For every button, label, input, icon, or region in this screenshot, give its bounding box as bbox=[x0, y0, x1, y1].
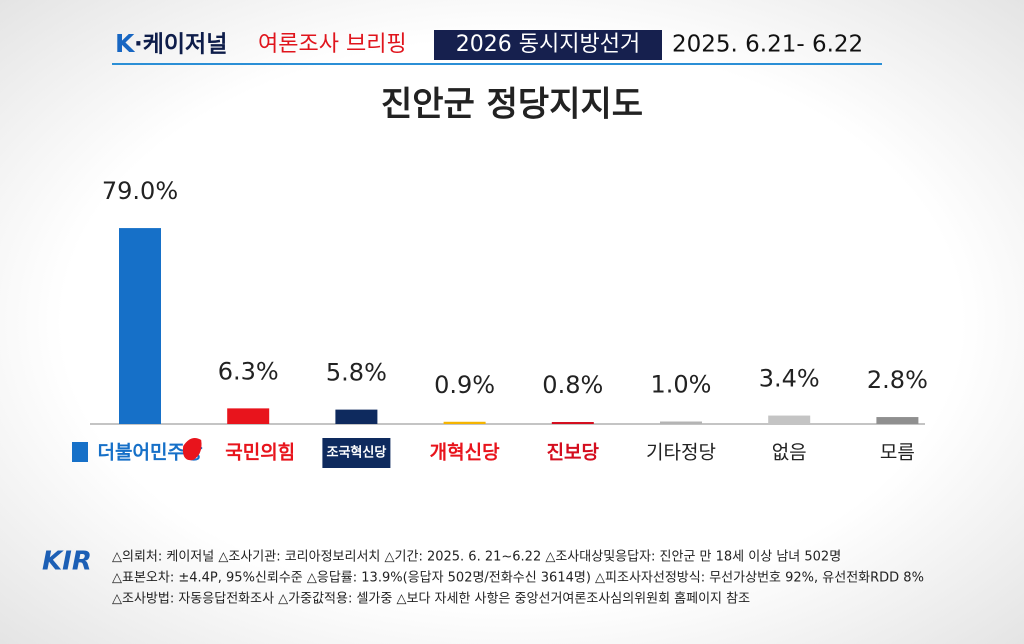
x-tick-label: 더불어민주당 bbox=[98, 442, 203, 464]
party-logo-icon bbox=[72, 442, 88, 462]
election: 2026 동시지방선거 bbox=[456, 32, 640, 57]
value-label: 2.8% bbox=[867, 366, 928, 394]
chart-title: 진안군 정당지지도 bbox=[381, 85, 643, 125]
x-tick-label: 조국혁신당 bbox=[326, 445, 386, 461]
bar bbox=[227, 408, 270, 424]
footer-note: △표본오차: ±4.4P, 95%신뢰수준 △응답률: 13.9%(응답자 50… bbox=[112, 571, 924, 586]
value-label: 0.9% bbox=[434, 371, 495, 399]
value-label: 3.4% bbox=[759, 365, 820, 393]
x-tick-label: 진보당 bbox=[547, 442, 600, 464]
x-tick-label: 국민의힘 bbox=[225, 442, 295, 464]
footer-note: △조사방법: 자동응답전화조사 △가중값적용: 셀가중 △보다 자세한 사항은 … bbox=[112, 592, 750, 607]
value-label: 5.8% bbox=[326, 359, 387, 387]
election-box bbox=[434, 30, 662, 60]
bar bbox=[768, 415, 811, 424]
brand-k: K bbox=[115, 29, 136, 58]
program: 여론조사 브리핑 bbox=[258, 32, 407, 57]
bar bbox=[876, 417, 919, 424]
x-tick-label: 개혁신당 bbox=[430, 442, 500, 464]
period: 2025. 6.21- 6.22 bbox=[672, 32, 863, 58]
party-logo-icon bbox=[182, 438, 202, 461]
value-label: 79.0% bbox=[102, 177, 178, 205]
bar bbox=[335, 409, 378, 424]
bar bbox=[443, 421, 486, 424]
value-label: 0.8% bbox=[542, 371, 603, 399]
bar bbox=[551, 422, 594, 424]
value-label: 1.0% bbox=[651, 371, 712, 399]
value-label: 6.3% bbox=[218, 357, 279, 385]
bar bbox=[119, 228, 161, 424]
x-tick-label: 없음 bbox=[772, 442, 807, 464]
footer-note: △의뢰처: 케이저널 △조사기관: 코리아정보리서치 △기간: 2025. 6.… bbox=[112, 550, 841, 565]
bar bbox=[660, 421, 702, 424]
party-logo-box bbox=[322, 438, 391, 468]
x-tick-label: 기타정당 bbox=[646, 442, 716, 464]
brand-name: ·케이저널 bbox=[134, 32, 227, 58]
footer-logo: KIR bbox=[42, 547, 92, 577]
x-tick-label: 모름 bbox=[880, 442, 915, 464]
